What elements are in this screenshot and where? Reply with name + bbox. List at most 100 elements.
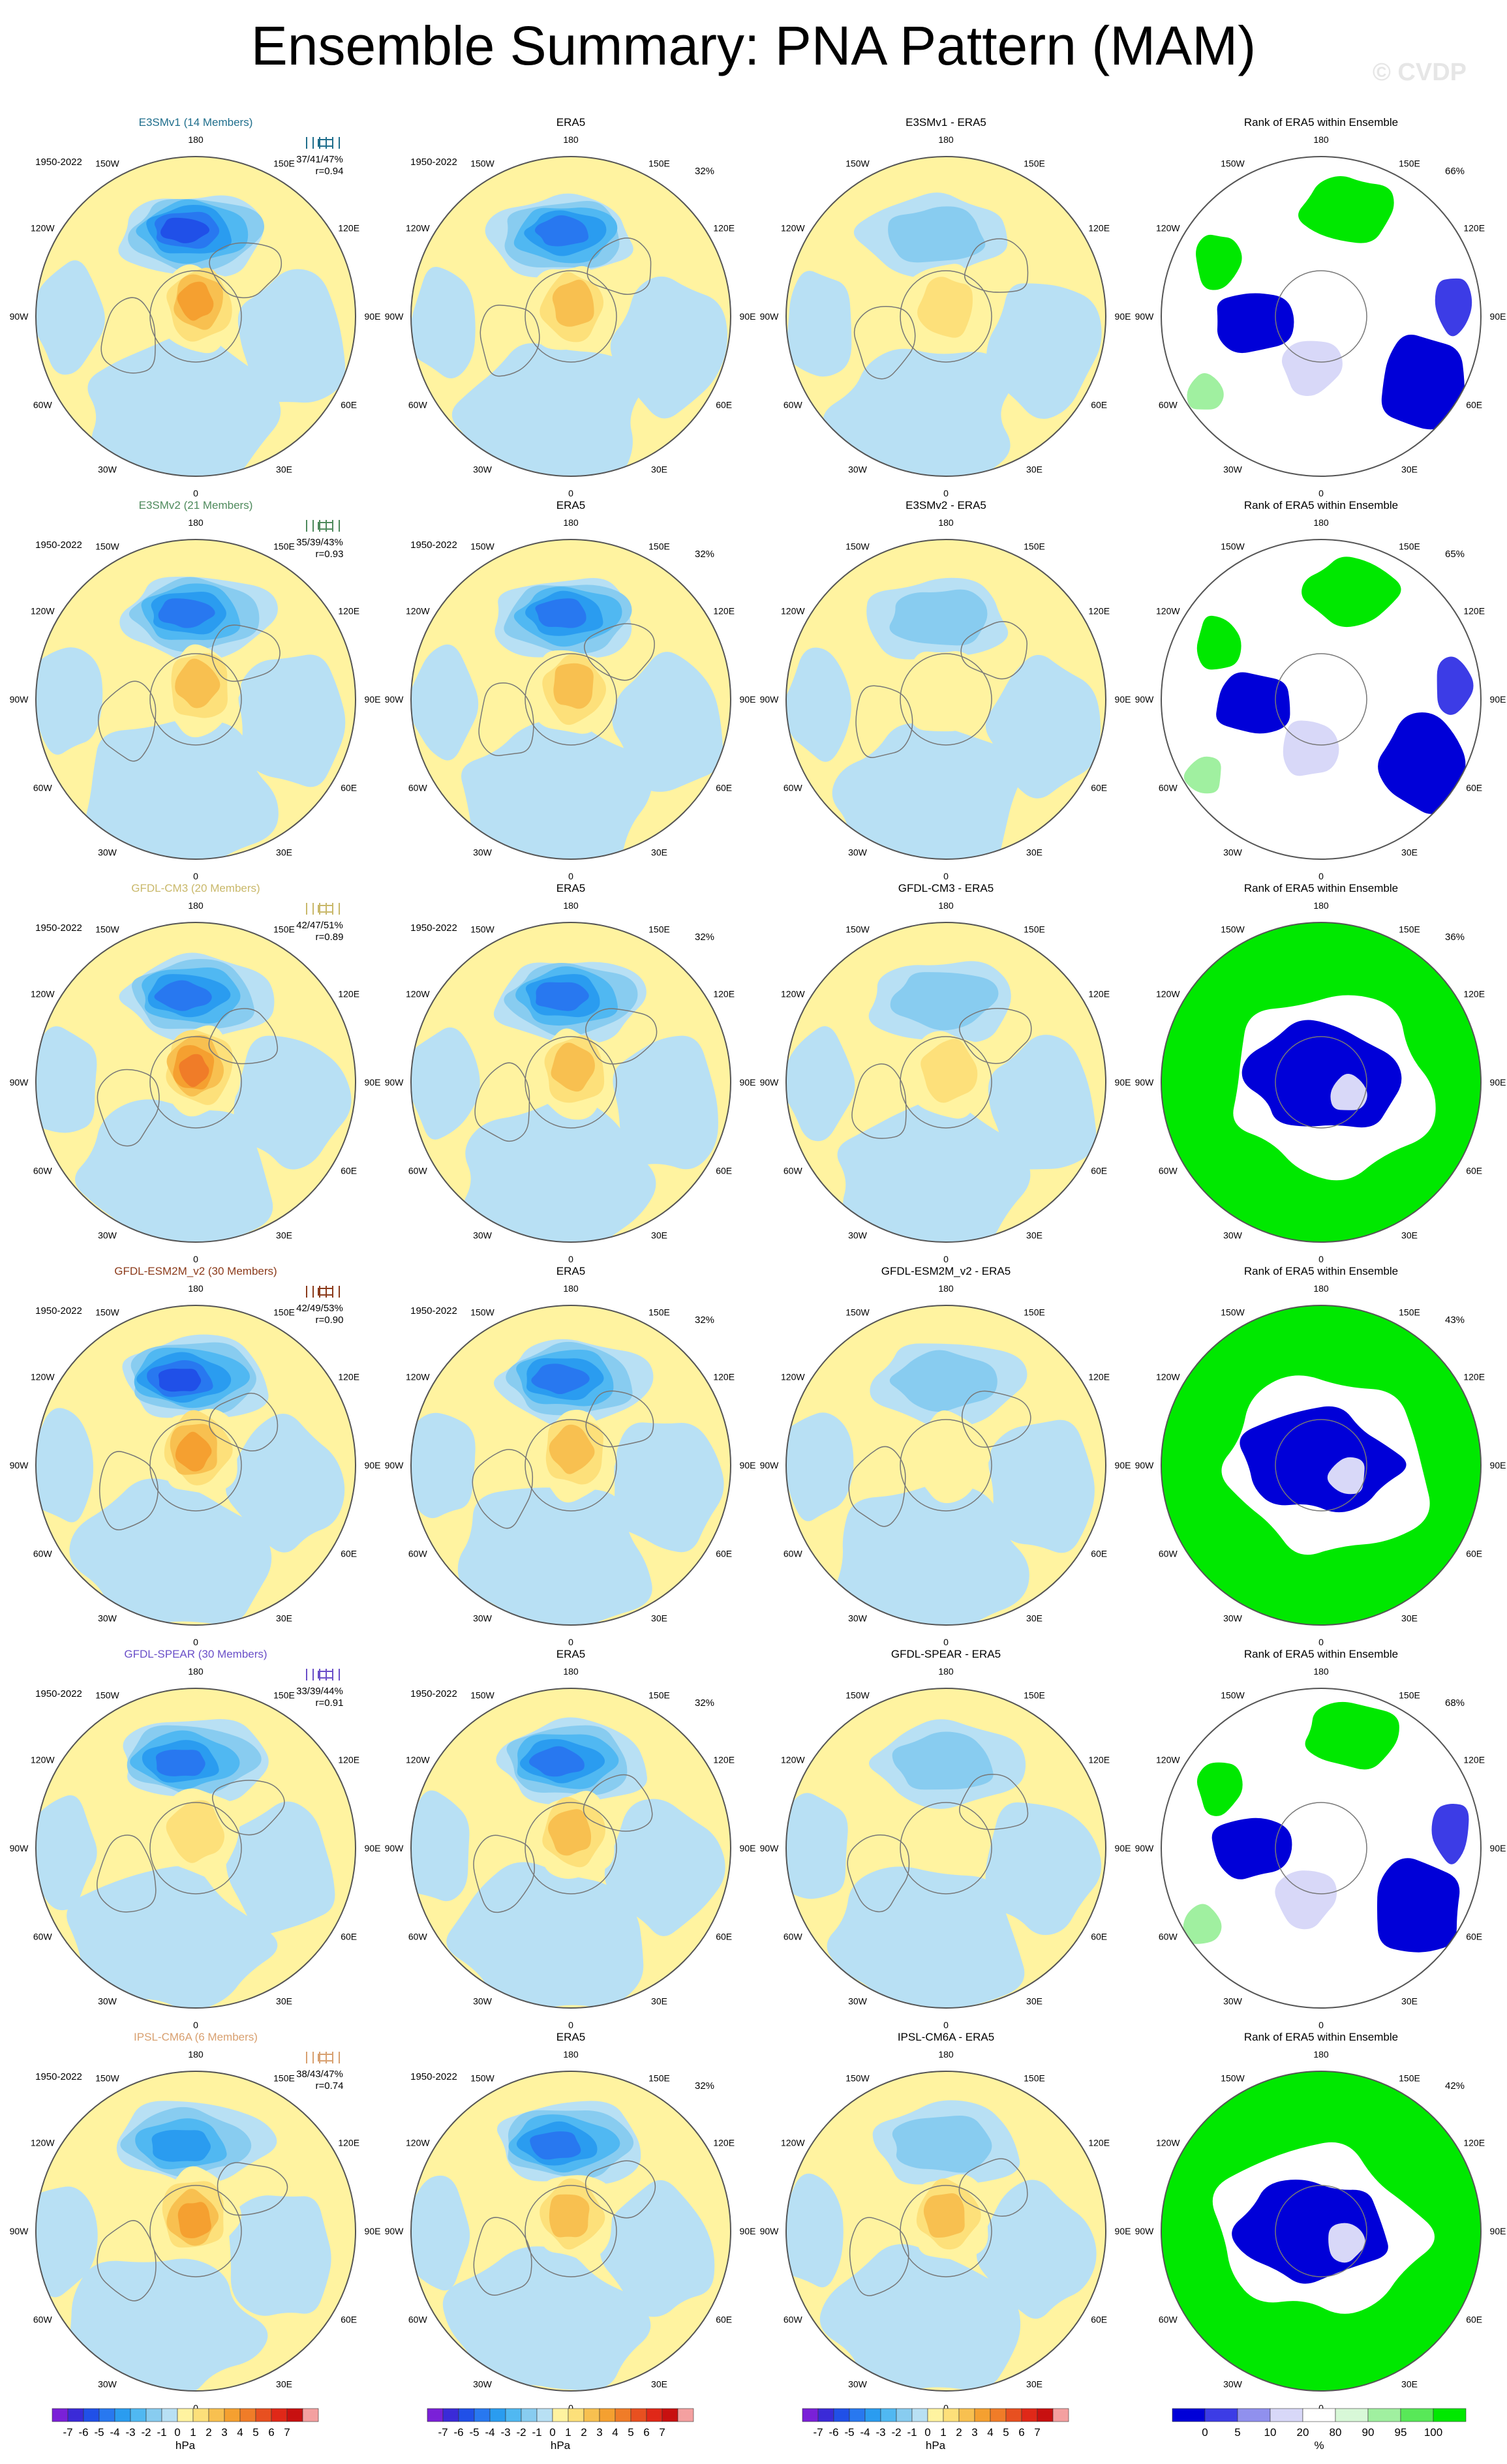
colorbar-tick: 0 <box>549 2426 555 2439</box>
lon-label: 30W <box>98 464 117 475</box>
lon-label: 120W <box>406 989 430 999</box>
positive-center-contour <box>917 277 973 338</box>
colorbar-swatch <box>662 2408 678 2422</box>
lon-label: 60E <box>716 400 732 410</box>
colorbar-swatch <box>896 2408 913 2422</box>
variance-stats: 38/43/47% <box>296 2069 343 2080</box>
lon-label: 30E <box>651 847 667 858</box>
lon-label: 180 <box>188 900 204 911</box>
lon-label: 60W <box>408 783 428 793</box>
map-border <box>1161 922 1482 1243</box>
lon-label: 30W <box>98 1613 117 1624</box>
colorbar-swatch <box>271 2408 288 2422</box>
coastline <box>97 680 157 762</box>
positive-center-contour <box>179 1054 209 1088</box>
colorbar-swatch <box>1052 2408 1069 2422</box>
colorbar-tick: -4 <box>860 2426 870 2439</box>
colorbar-tick: -1 <box>532 2426 541 2439</box>
period-label: 1950-2022 <box>410 922 457 934</box>
negative-region <box>604 1799 725 1936</box>
lon-label: 150W <box>1221 1307 1245 1317</box>
lon-label: 60E <box>1466 1166 1482 1176</box>
ensemble-spread-minibox <box>306 1669 340 1681</box>
colorbar-tick: 20 <box>1297 2426 1309 2439</box>
lon-label: 30E <box>651 464 667 475</box>
map-border <box>785 1305 1106 1626</box>
lon-label: 90E <box>1115 311 1131 322</box>
colorbar-unit: hPa <box>175 2439 196 2452</box>
lon-label: 150E <box>273 1307 295 1317</box>
lon-label: 30W <box>473 2379 493 2390</box>
ensemble-spread-minibox <box>306 1286 340 1298</box>
negative-region <box>985 1802 1102 1936</box>
obs-variance-pct: 32% <box>695 549 714 560</box>
lon-label: 60W <box>408 1932 428 1942</box>
map-border <box>1161 1688 1482 2009</box>
rank-high-region <box>1196 615 1241 670</box>
pacific-low-contour <box>892 2115 992 2173</box>
colorbar-swatch <box>864 2408 881 2422</box>
rank-mid-region <box>1327 1457 1365 1495</box>
negative-region <box>451 343 645 476</box>
negative-region <box>786 1026 855 1142</box>
lon-label: 60E <box>341 1549 357 1559</box>
coastline <box>900 1036 992 1129</box>
coastline <box>1275 1036 1367 1129</box>
lon-label: 150W <box>95 1307 119 1317</box>
coastline <box>1275 2185 1367 2277</box>
negative-region <box>36 1408 94 1523</box>
colorbar-swatch <box>1172 2408 1206 2422</box>
coastline <box>960 621 1028 680</box>
lon-label: 120E <box>1088 606 1110 616</box>
negative-region <box>614 1422 724 1553</box>
lon-label: 30W <box>848 464 868 475</box>
lon-label: 60W <box>1159 400 1178 410</box>
colorbar-tick: -7 <box>438 2426 448 2439</box>
lon-label: 60E <box>1466 1932 1482 1942</box>
lon-label: 0 <box>568 1254 573 1264</box>
lon-label: 30W <box>98 1230 117 1241</box>
lon-label: 120E <box>1463 2138 1485 2148</box>
period-label: 1950-2022 <box>35 1688 82 1699</box>
colorbar-swatch <box>1021 2408 1038 2422</box>
negative-region <box>442 2246 651 2390</box>
lon-label: 30W <box>98 847 117 858</box>
lon-label: 120E <box>1088 989 1110 999</box>
lon-label: 150W <box>470 1307 495 1317</box>
pacific-low-contour <box>889 589 988 646</box>
rank-map-rank-3 <box>1161 1305 1481 1625</box>
positive-center-contour <box>552 279 594 327</box>
lon-label: 180 <box>563 1283 579 1294</box>
negative-region <box>446 1862 644 2008</box>
rank-high-region <box>1305 1701 1399 1770</box>
lon-label: 30E <box>1401 1613 1418 1624</box>
negative-region <box>836 1483 1029 1625</box>
pacific-low-contour <box>154 980 212 1011</box>
colorbar-swatch <box>849 2408 866 2422</box>
map-border <box>1161 539 1482 860</box>
lon-label: 180 <box>938 1283 954 1294</box>
negative-region <box>228 2195 331 2316</box>
negative-region <box>610 276 728 419</box>
lon-label: 90W <box>10 1843 29 1853</box>
colorbar-tick: 5 <box>1234 2426 1240 2439</box>
variance-stats: 42/49/53% <box>296 1303 343 1314</box>
lon-label: 150E <box>1024 924 1045 934</box>
rank-low-region <box>1437 656 1474 715</box>
lon-label: 150E <box>1024 1307 1045 1317</box>
positive-center-contour <box>549 2194 590 2238</box>
lon-label: 90W <box>760 311 780 322</box>
lon-label: 60W <box>1159 1549 1178 1559</box>
lon-label: 60W <box>33 1166 53 1176</box>
lon-label: 180 <box>563 517 579 528</box>
lon-label: 60W <box>784 783 803 793</box>
colorbar-swatch <box>599 2408 616 2422</box>
lon-label: 60E <box>1091 1549 1107 1559</box>
lon-label: 30W <box>98 1996 117 2007</box>
lon-label: 30E <box>1026 2379 1043 2390</box>
lon-label: 120E <box>713 1372 735 1382</box>
coastline <box>209 242 282 299</box>
colorbar-tick: 4 <box>612 2426 618 2439</box>
lon-label: 90W <box>760 1843 780 1853</box>
diff-title: GFDL-CM3 - ERA5 <box>898 882 994 894</box>
